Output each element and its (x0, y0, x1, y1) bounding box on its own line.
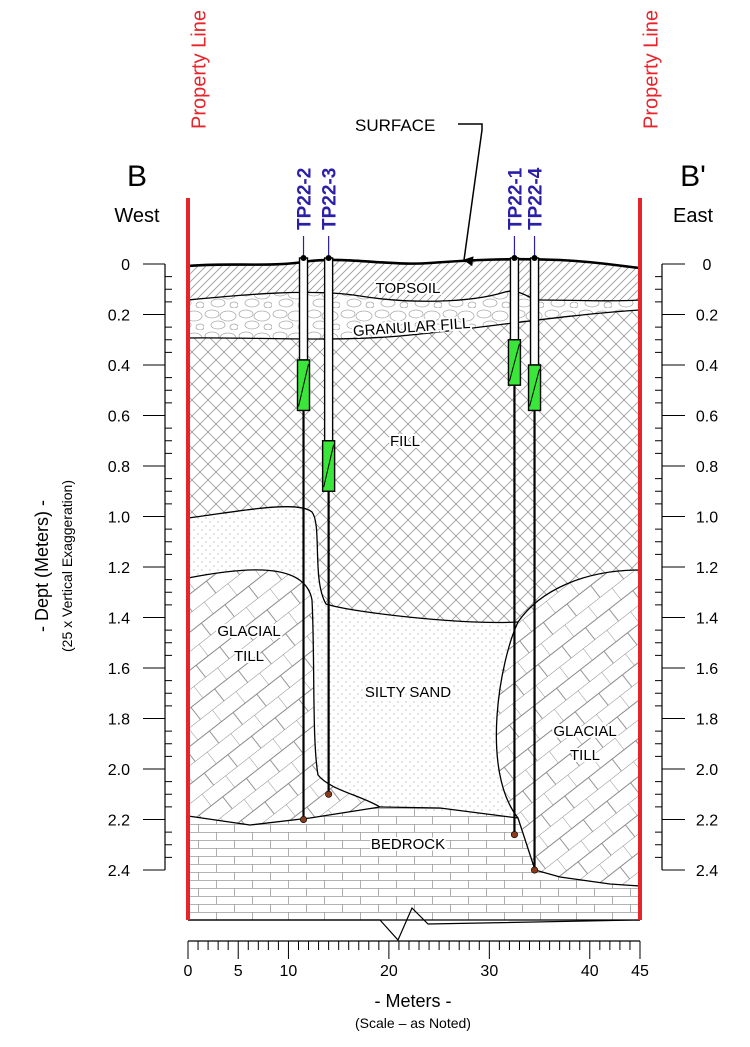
test-pit-casing (529, 257, 540, 366)
distance-tick-label: 10 (280, 963, 298, 980)
depth-tick-label: 2.2 (696, 813, 718, 830)
test-pit-label: TP22-4 (526, 167, 547, 230)
test-pit-bottom-marker (510, 831, 518, 839)
distance-tick-label: 30 (480, 963, 498, 980)
property-line-label-east: Property Line (641, 10, 663, 129)
label-glacial-till-east-line2: TILL (570, 747, 600, 764)
depth-tick-label: 1.6 (696, 661, 718, 678)
depth-tick-label: 1.2 (696, 560, 718, 577)
test-pit-label: TP22-2 (295, 168, 316, 230)
test-pit-tp22-1: TP22-1 (505, 167, 526, 839)
depth-tick-label: 2.2 (108, 813, 130, 830)
distance-tick-label: 5 (234, 963, 243, 980)
depth-axis-subtitle: (25 x Vertical Exaggeration) (59, 480, 75, 652)
test-pit-bottom-marker (531, 866, 539, 874)
section-direction-east: East (673, 205, 713, 227)
test-pit-casing (323, 257, 334, 442)
test-pit-top-marker (511, 255, 518, 261)
label-bedrock: BEDROCK (371, 836, 445, 853)
section-letter-west: B (127, 160, 147, 193)
section-letter-east: B' (680, 160, 706, 193)
depth-tick-label: 1.8 (696, 712, 718, 729)
test-pits: TP22-2 TP22-3 TP22-1 TP22-4 (295, 167, 547, 874)
depth-tick-label: 2.4 (696, 863, 718, 880)
surface-leader-arrow (458, 123, 483, 267)
label-silty-sand: SILTY SAND (365, 684, 451, 701)
test-pit-screen-slot (508, 343, 520, 382)
distance-tick-label: 20 (380, 963, 398, 980)
section-break-symbol (188, 906, 641, 942)
depth-tick-label: 0 (703, 257, 712, 274)
depth-tick-label: 0.2 (108, 308, 130, 325)
depth-tick-label: 0.6 (696, 409, 718, 426)
distance-axis-title: - Meters - (374, 991, 451, 1011)
test-pit-bottom-marker (325, 790, 333, 798)
depth-tick-label: 1.0 (108, 510, 130, 527)
test-pit-screen-slot (298, 363, 309, 407)
glacial-till-east-unit (496, 570, 640, 886)
label-glacial-till-west-line1: GLACIAL (217, 623, 280, 640)
depth-tick-label: 1.0 (696, 510, 718, 527)
test-pit-top-marker (531, 255, 538, 261)
glacial-till-west-unit (188, 569, 380, 825)
depth-tick-label: 1.6 (108, 661, 130, 678)
property-line-label-west: Property Line (189, 10, 211, 129)
test-pit-casing (509, 257, 520, 341)
depth-tick-label: 2.0 (108, 762, 130, 779)
depth-axis-title: - Dept (Meters) - (32, 500, 52, 632)
ground-surface-line (187, 257, 641, 270)
depth-axis-right: 0 0.2 0.4 0.6 0.8 1.0 1.2 1.4 1.6 1.8 2.0 2.2 2.4 (655, 257, 718, 880)
label-topsoil: TOPSOIL (376, 280, 441, 297)
test-pit-screen-slot (323, 444, 335, 488)
distance-tick-label: 40 (581, 963, 599, 980)
label-glacial-till-west-line2: TILL (234, 648, 264, 665)
depth-tick-label: 0.4 (696, 358, 718, 375)
silty-sand-unit (188, 506, 518, 818)
label-fill: FILL (390, 433, 420, 450)
bedrock-unit (188, 807, 640, 920)
depth-tick-label: 0.2 (696, 308, 718, 325)
depth-tick-label: 1.2 (108, 560, 130, 577)
test-pit-tp22-2: TP22-2 (295, 168, 316, 823)
depth-tick-label: 1.4 (108, 611, 130, 628)
distance-axis-subtitle: (Scale – as Noted) (355, 1015, 471, 1031)
depth-axis-left: 0 0.2 0.4 0.6 0.8 1.0 1.2 1.4 1.6 1.8 2.0 2.2 2.4 (108, 257, 172, 880)
test-pit-screen-slot (529, 368, 541, 407)
test-pit-label: TP22-3 (320, 168, 341, 230)
depth-tick-label: 2.0 (696, 762, 718, 779)
depth-tick-label: 0.4 (108, 358, 130, 375)
surface-label: SURFACE (355, 116, 435, 135)
test-pit-label: TP22-1 (505, 167, 526, 230)
test-pit-tp22-3: TP22-3 (320, 168, 341, 798)
distance-tick-label: 45 (631, 963, 649, 980)
depth-tick-label: 1.8 (108, 712, 130, 729)
test-pit-top-marker (325, 255, 332, 261)
test-pit-casing (298, 257, 309, 361)
section-direction-west: West (114, 205, 160, 227)
layer-boundaries (187, 290, 641, 887)
depth-tick-label: 0 (121, 257, 130, 274)
depth-tick-label: 0.6 (108, 409, 130, 426)
test-pit-top-marker (300, 255, 307, 261)
depth-tick-label: 0.8 (696, 459, 718, 476)
depth-tick-label: 2.4 (108, 863, 130, 880)
depth-tick-label: 0.8 (108, 459, 130, 476)
distance-axis: 0 5 10 20 30 40 45 (184, 940, 649, 980)
test-pit-tp22-4: TP22-4 (526, 167, 547, 874)
depth-tick-label: 1.4 (696, 611, 718, 628)
distance-tick-label: 0 (184, 963, 193, 980)
test-pit-bottom-marker (300, 815, 308, 823)
label-glacial-till-east-line1: GLACIAL (553, 723, 616, 740)
